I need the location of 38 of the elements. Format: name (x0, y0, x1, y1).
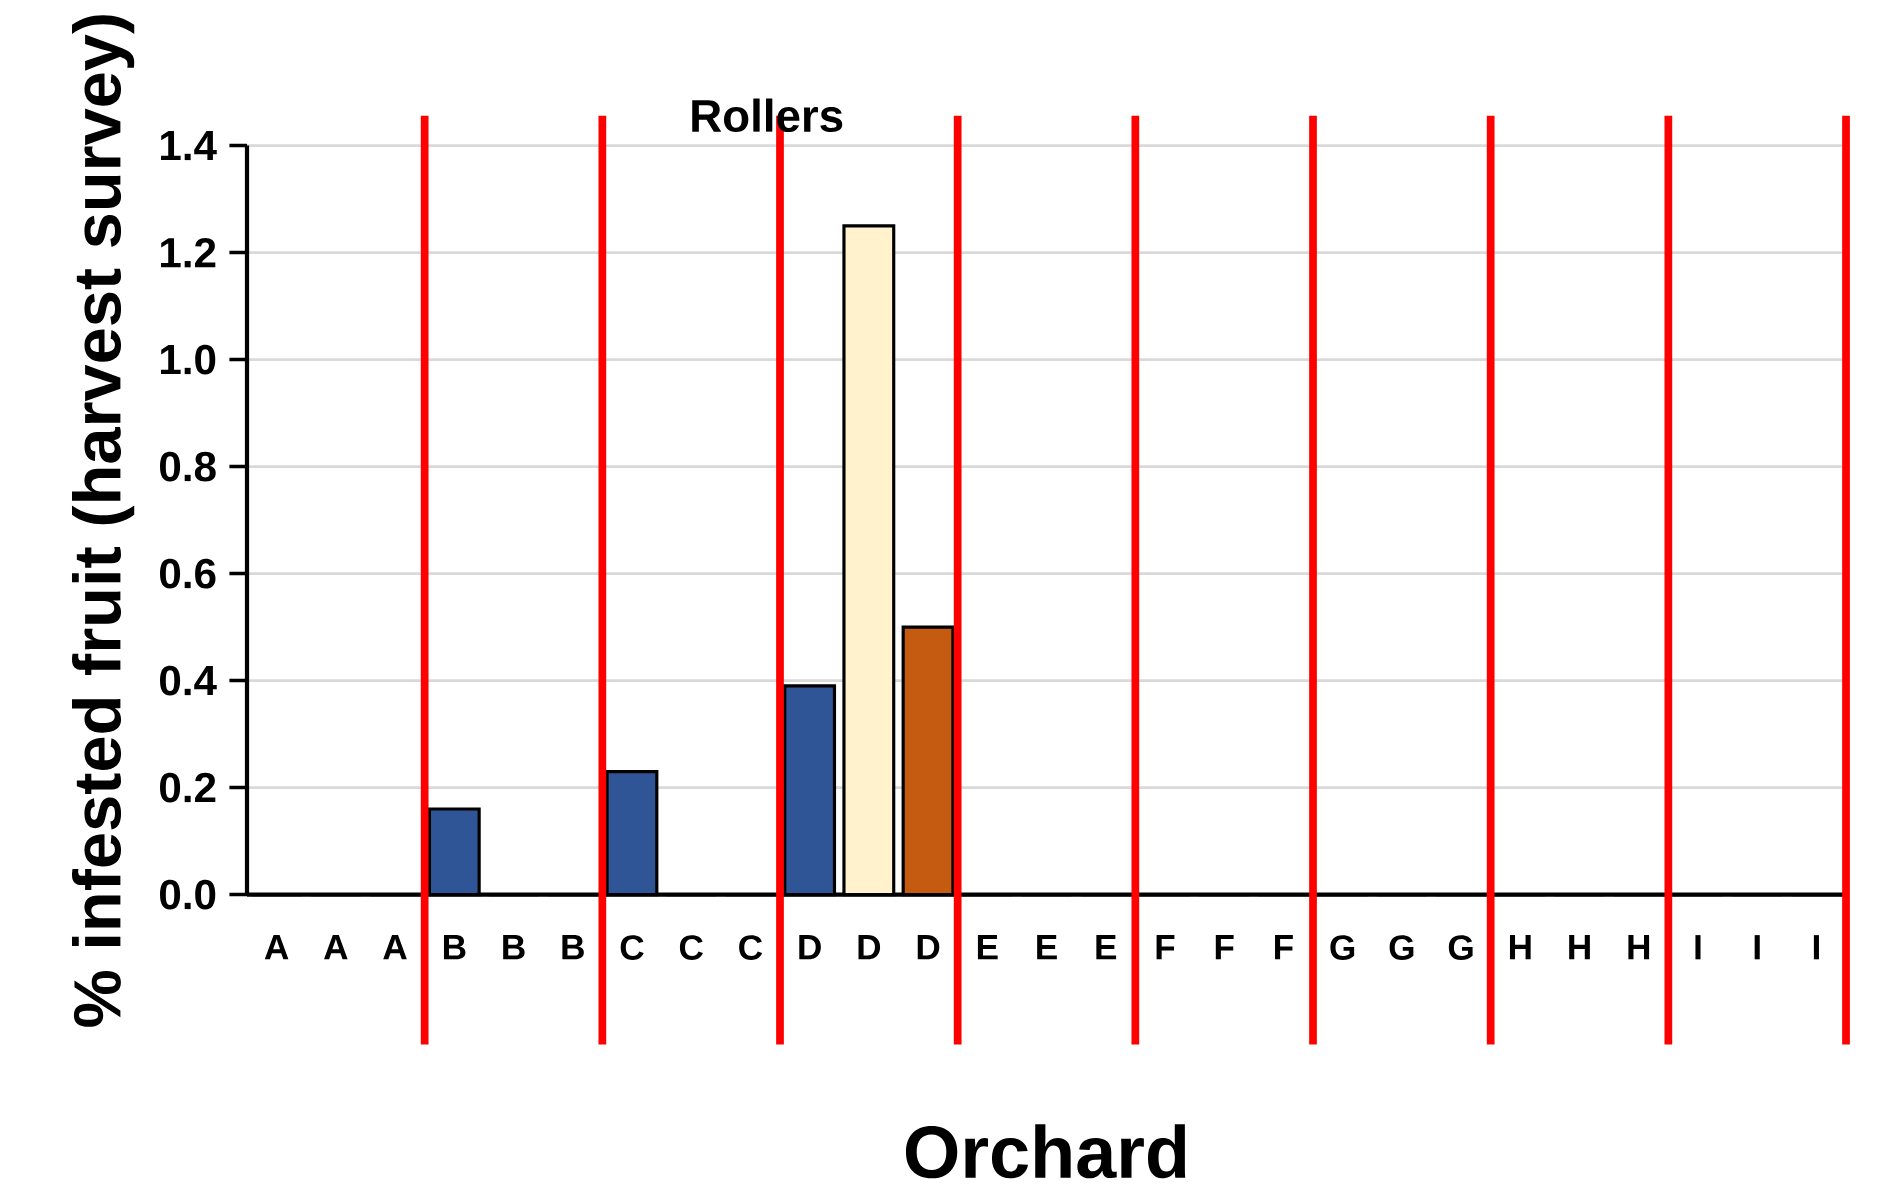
x-tick-label: F (1275, 935, 1293, 960)
x-tick-label: E (1037, 935, 1057, 960)
y-tick-label: 0.2 (160, 772, 216, 803)
x-tick-label: G (1448, 935, 1473, 960)
y-tick-label: 0.4 (160, 665, 217, 696)
x-tick-label: C (679, 935, 703, 960)
x-tick-label: I (1754, 935, 1760, 960)
x-tick-label: H (1628, 935, 1650, 960)
x-tick-label: I (1813, 935, 1819, 960)
x-tick-label: B (562, 935, 584, 960)
x-tick-label: A (264, 935, 289, 960)
y-tick-label: 0.6 (160, 558, 216, 589)
x-tick-label: H (1569, 935, 1590, 960)
x-tick-label: H (1509, 935, 1531, 960)
x-tick-label: A (383, 935, 407, 960)
x-axis-title: Orchard (905, 1124, 1186, 1179)
y-tick-label: 1.2 (161, 237, 216, 268)
chart-title: Rollers (692, 98, 843, 133)
y-tick-label: 0.8 (160, 451, 216, 482)
x-tick-label: B (503, 935, 525, 960)
x-tick-label: B (443, 935, 466, 960)
y-tick-label: 1.0 (161, 344, 216, 375)
y-tick-label: 1.4 (161, 131, 217, 161)
x-tick-label: F (1215, 935, 1234, 960)
x-tick-label: F (1156, 935, 1175, 960)
x-tick-label: E (1096, 935, 1117, 960)
y-tick-label: 0.0 (160, 879, 216, 910)
x-tick-label: E (977, 935, 998, 960)
x-tick-label: D (858, 935, 881, 960)
x-tick-label: C (620, 935, 644, 960)
x-tick-label: G (1389, 935, 1414, 960)
x-tick-label: A (324, 935, 348, 960)
x-tick-label: G (1330, 935, 1355, 960)
x-tick-label: I (1695, 935, 1701, 960)
y-axis-title: % infested fruit (harvest survey) (71, 15, 135, 1027)
x-tick-label: D (799, 935, 821, 960)
x-tick-label: C (739, 935, 763, 960)
x-tick-label: D (917, 935, 940, 960)
